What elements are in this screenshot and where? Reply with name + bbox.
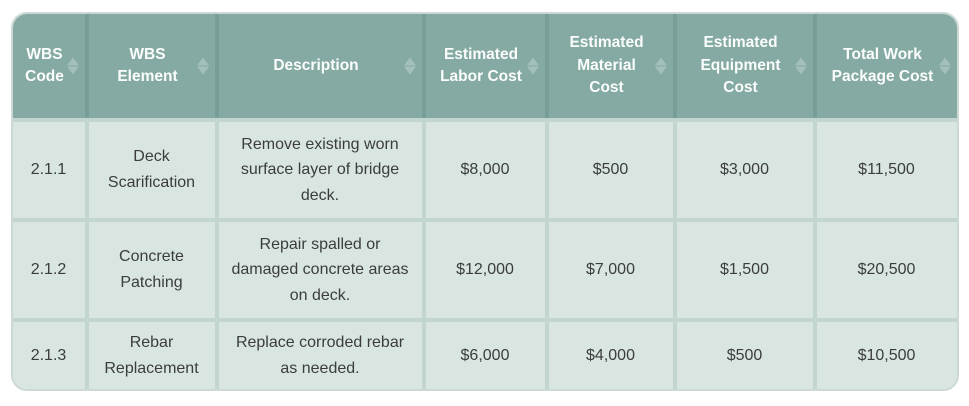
cell-total-cost: $11,500: [816, 118, 957, 218]
column-header-label: Estimated Labor Cost: [440, 45, 522, 85]
cell-total-cost: $20,500: [816, 218, 957, 318]
cell-labor-cost: $12,000: [425, 218, 549, 318]
table-row: 2.1.3 Rebar Replacement Replace corroded…: [12, 318, 957, 390]
column-header-description[interactable]: Description: [218, 14, 426, 118]
column-header-estimated-labor-cost[interactable]: Estimated Labor Cost: [425, 14, 549, 118]
column-header-label: WBS Element: [117, 45, 178, 85]
column-header-label: WBS Code: [25, 45, 64, 85]
cell-wbs-code: 2.1.1: [12, 118, 89, 218]
column-header-total-work-package-cost[interactable]: Total Work Package Cost: [816, 14, 957, 118]
cell-material-cost: $500: [548, 118, 677, 218]
table-row: 2.1.1 Deck Scarification Remove existing…: [12, 118, 957, 218]
table-row: 2.1.2 Concrete Patching Repair spalled o…: [12, 218, 957, 318]
sort-arrows-icon[interactable]: [654, 57, 667, 75]
cell-material-cost: $4,000: [548, 318, 677, 390]
sort-arrows-icon[interactable]: [526, 57, 539, 75]
cell-equipment-cost: $3,000: [676, 118, 817, 218]
cell-wbs-element: Rebar Replacement: [88, 318, 219, 390]
column-header-wbs-element[interactable]: WBS Element: [88, 14, 219, 118]
column-header-label: Estimated Equipment Cost: [700, 34, 781, 97]
cell-description: Repair spalled or damaged concrete areas…: [218, 218, 426, 318]
column-header-estimated-equipment-cost[interactable]: Estimated Equipment Cost: [676, 14, 817, 118]
cell-wbs-code: 2.1.3: [12, 318, 89, 390]
cell-labor-cost: $8,000: [425, 118, 549, 218]
sort-arrows-icon[interactable]: [794, 57, 807, 75]
cell-total-cost: $10,500: [816, 318, 957, 390]
cell-wbs-element: Concrete Patching: [88, 218, 219, 318]
column-header-label: Estimated Material Cost: [569, 34, 644, 97]
cell-description: Replace corroded rebar as needed.: [218, 318, 426, 390]
cell-equipment-cost: $1,500: [676, 218, 817, 318]
sort-arrows-icon[interactable]: [66, 57, 79, 75]
column-header-estimated-material-cost[interactable]: Estimated Material Cost: [548, 14, 677, 118]
table-body: 2.1.1 Deck Scarification Remove existing…: [12, 118, 957, 390]
cell-material-cost: $7,000: [548, 218, 677, 318]
cell-description: Remove existing worn surface layer of br…: [218, 118, 426, 218]
wbs-cost-table-container: WBS Code WBS Element Description Estimat…: [10, 12, 959, 392]
cell-equipment-cost: $500: [676, 318, 817, 390]
wbs-cost-table: WBS Code WBS Element Description Estimat…: [12, 14, 957, 390]
column-header-label: Description: [273, 56, 359, 74]
cell-wbs-code: 2.1.2: [12, 218, 89, 318]
column-header-wbs-code[interactable]: WBS Code: [12, 14, 89, 118]
sort-arrows-icon[interactable]: [938, 57, 951, 75]
cell-labor-cost: $6,000: [425, 318, 549, 390]
sort-arrows-icon[interactable]: [196, 57, 209, 75]
header-row: WBS Code WBS Element Description Estimat…: [12, 14, 957, 118]
cell-wbs-element: Deck Scarification: [88, 118, 219, 218]
table-header: WBS Code WBS Element Description Estimat…: [12, 14, 957, 118]
column-header-label: Total Work Package Cost: [831, 45, 934, 85]
sort-arrows-icon[interactable]: [403, 57, 416, 75]
